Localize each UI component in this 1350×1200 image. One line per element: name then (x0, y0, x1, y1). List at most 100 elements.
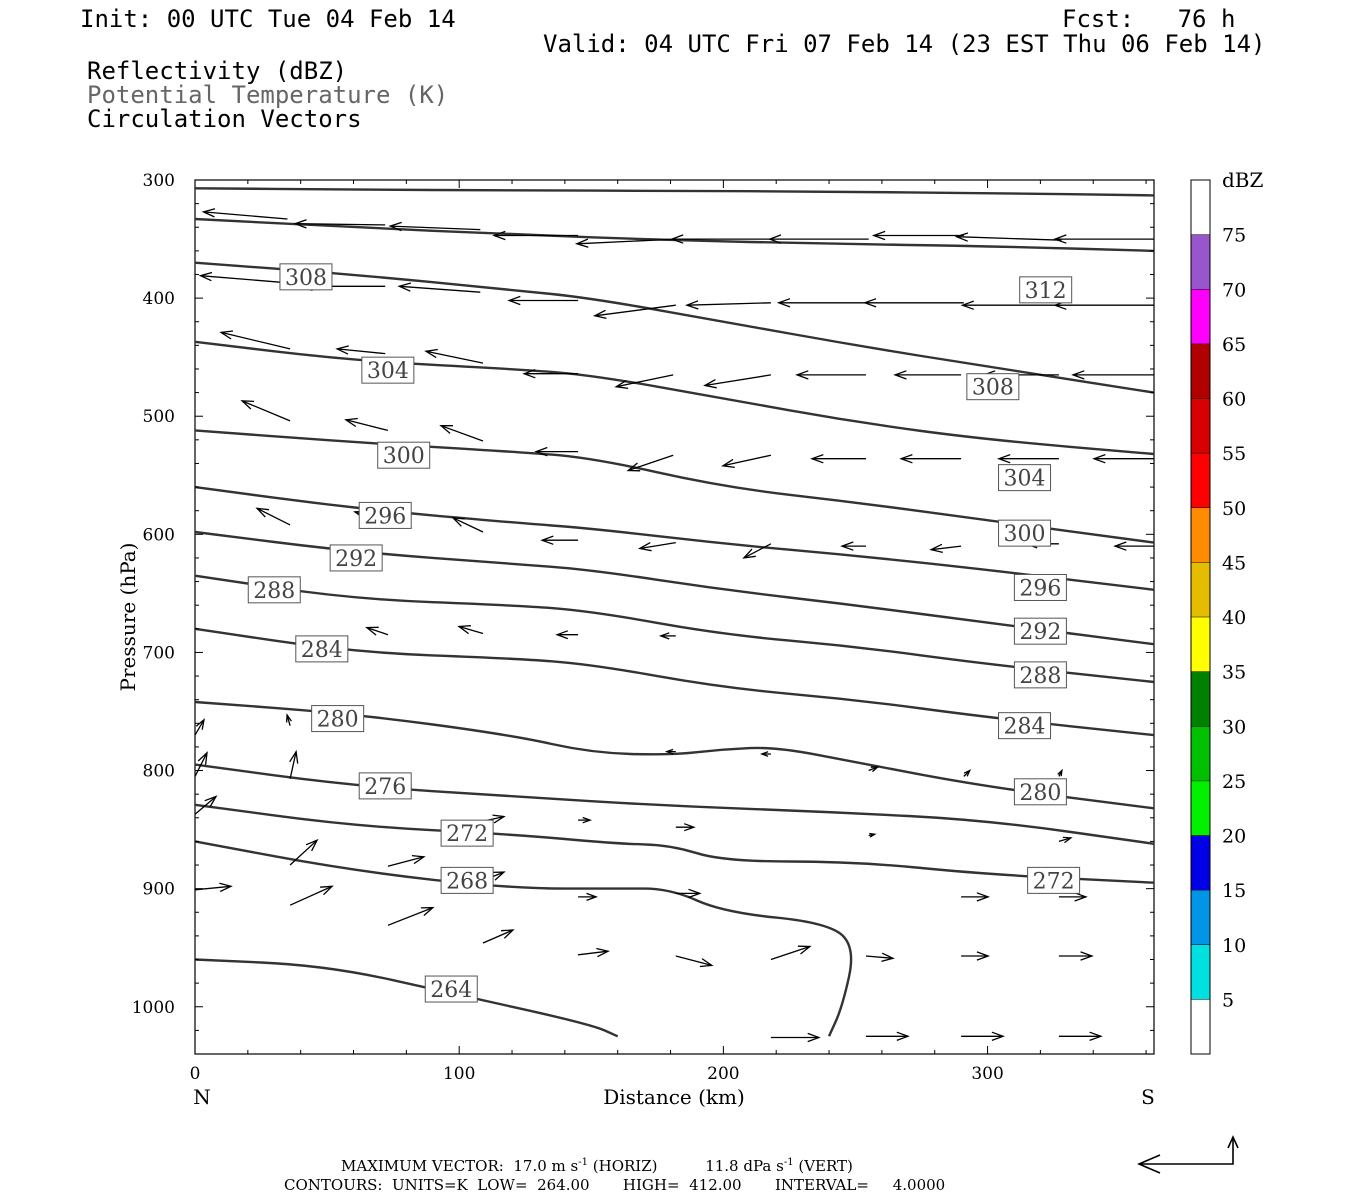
contour-label-text: 296 (364, 504, 406, 529)
vector-head (869, 832, 877, 838)
circulation-vector (770, 1032, 821, 1043)
colorbar-level-label: 10 (1222, 935, 1246, 957)
vector-head (198, 271, 213, 282)
contour-label-box (1019, 276, 1073, 304)
contour-label-box (1013, 617, 1067, 645)
vector-head (240, 400, 255, 410)
vector-head (870, 766, 880, 773)
circulation-vector (555, 630, 579, 640)
vector-shaft (452, 517, 484, 533)
vector-head (637, 542, 652, 552)
contour-label: 272 (1027, 866, 1081, 894)
colorbar-unit: dBZ (1222, 168, 1264, 192)
vector-head (658, 632, 670, 640)
vector-head (500, 929, 515, 939)
vector-head (555, 630, 569, 640)
vector-shaft (704, 374, 772, 387)
vector-shaft (576, 238, 676, 245)
contour-label: 296 (358, 501, 412, 529)
circulation-vector (862, 298, 964, 308)
colorbar-level-label: 25 (1222, 771, 1246, 793)
contour-label-box (361, 356, 415, 384)
circulation-vector (424, 348, 484, 364)
circulation-vector (961, 892, 990, 902)
vector-shaft (337, 348, 386, 355)
x-tick-label: 200 (707, 1064, 739, 1084)
vector-shaft (686, 302, 771, 306)
vector-head (424, 348, 438, 359)
colorbar-level-label: 20 (1222, 826, 1246, 848)
circulation-vector (451, 516, 484, 533)
colorbar-level-label: 60 (1222, 389, 1246, 411)
contour-label-box (295, 635, 349, 663)
vector-head (1053, 234, 1067, 244)
vector-head (767, 234, 782, 244)
reference-vector-icon (1136, 1135, 1239, 1174)
vector-head (1074, 892, 1088, 902)
vert-tag: (VERT) (798, 1157, 853, 1175)
vector-head (439, 425, 453, 434)
circulation-vector (996, 453, 1059, 464)
circulation-vector (578, 947, 610, 958)
circulation-vector (929, 543, 962, 554)
vector-head (760, 751, 769, 757)
contour-info: CONTOURS: UNITS=K LOW= 264.00 HIGH= 412.… (284, 1176, 946, 1194)
max-vector-label: MAXIMUM VECTOR: (341, 1157, 504, 1175)
vector-head (1062, 836, 1073, 844)
colorbar-level-label: 50 (1222, 498, 1246, 520)
vector-shaft (345, 419, 389, 432)
theta-contour-1 (194, 217, 1155, 253)
circulation-vector (482, 929, 515, 944)
circulation-vector (637, 541, 676, 552)
vector-head (492, 230, 506, 241)
contour-label-box (1013, 661, 1067, 689)
vector-shaft (387, 856, 425, 867)
vector-head (219, 882, 233, 893)
field-reflectivity: Reflectivity (dBZ) (87, 57, 348, 85)
circulation-vector (954, 232, 1062, 242)
contour-label-box (1013, 778, 1067, 806)
colorbar-level-label: 40 (1222, 607, 1246, 629)
circulation-vector (1071, 370, 1154, 380)
vector-head (795, 370, 809, 380)
contour-label: 300 (377, 441, 431, 469)
circulation-vector (961, 1031, 1005, 1042)
circulation-vector (255, 507, 291, 526)
vector-head (388, 221, 402, 232)
contour-label-box (329, 544, 383, 572)
vector-shaft (366, 626, 389, 636)
plot-area (194, 179, 1155, 1055)
colorbar-swatch (1191, 453, 1210, 508)
contour-label: 292 (1013, 617, 1067, 645)
contour-label-box (1013, 573, 1067, 601)
theta-contour-3 (194, 340, 1155, 456)
contour-label: 292 (329, 544, 383, 572)
contour-label-text: 304 (367, 359, 409, 384)
circulation-vector (507, 295, 579, 306)
field-potential-temperature: Potential Temperature (K) (87, 81, 449, 109)
circulation-vector (675, 888, 702, 899)
y-tick-label: 700 (143, 643, 175, 663)
theta-contour-2 (194, 261, 1155, 394)
contour-label-text: 268 (446, 869, 488, 894)
contour-label: 264 (424, 975, 478, 1003)
vector-head (626, 462, 641, 472)
contour-label-text: 280 (1019, 781, 1061, 806)
vector-head (491, 871, 506, 881)
circulation-vector (810, 453, 866, 464)
vector-shaft (194, 796, 217, 815)
circulation-vector (194, 751, 208, 777)
vector-head (201, 208, 216, 218)
valid-time: Valid: 04 UTC Fri 07 Feb 14 (23 EST Thu … (543, 30, 1266, 58)
circulation-vector (219, 330, 291, 350)
circulation-vector (492, 230, 579, 241)
vector-head (960, 300, 975, 310)
contour-label-box (311, 705, 365, 733)
vector-head (344, 417, 358, 428)
contour-label-box (247, 576, 301, 604)
contour-label: 308 (279, 263, 333, 291)
circulation-vector (1058, 892, 1088, 902)
vector-shaft (578, 950, 609, 956)
circulation-vector (760, 751, 771, 757)
contour-label-box (279, 263, 333, 291)
